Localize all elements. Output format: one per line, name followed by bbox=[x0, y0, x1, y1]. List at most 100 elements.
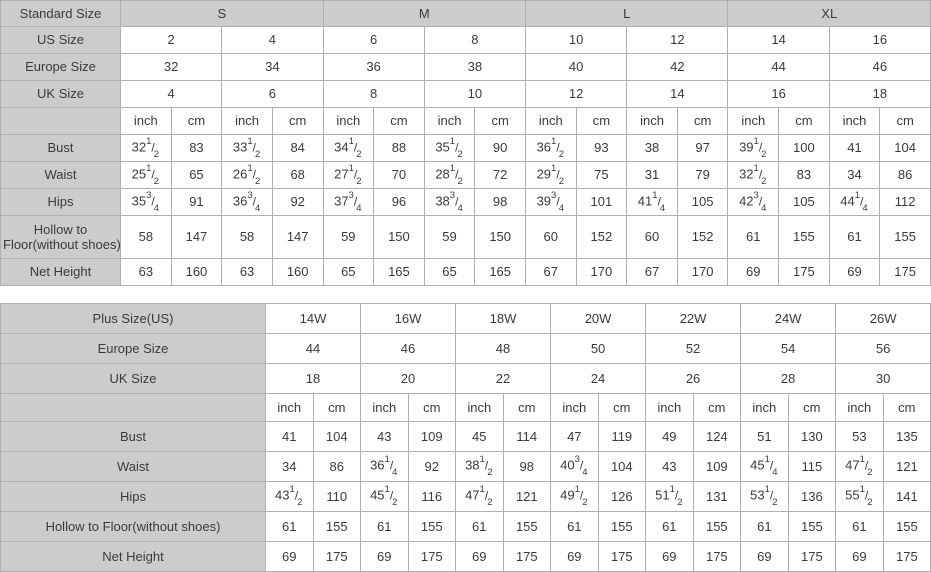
cell-waist-cm-6: 83 bbox=[778, 161, 830, 189]
header-cell-unit-inch: inch bbox=[828, 107, 881, 135]
cell-bust-inch-1: 43 bbox=[360, 421, 409, 452]
cell-hollow-to-floor-without-shoes-cm-6: 155 bbox=[882, 511, 931, 542]
header-cell-unit-inch: inch bbox=[120, 107, 172, 135]
cell-net-height-inch-6: 69 bbox=[835, 541, 884, 572]
cell-hollow-to-floor-without-shoes-cm-1: 155 bbox=[407, 511, 457, 542]
cell-hollow-to-floor-without-shoes-cm-2: 155 bbox=[502, 511, 552, 542]
header-cell-unit-cm: cm bbox=[597, 393, 647, 422]
cell-bust-inch-6: 53 bbox=[835, 421, 884, 452]
cell-hips-cm-0: 91 bbox=[170, 188, 223, 216]
cell-bust-inch-4: 361/2 bbox=[524, 134, 577, 162]
row-label-uk-size: UK Size bbox=[0, 363, 266, 394]
cell-us-10: 10 bbox=[524, 26, 628, 54]
row-label-net-height: Net Height bbox=[0, 258, 122, 286]
cell-hips-inch-4: 393/4 bbox=[524, 188, 577, 216]
cell-hollow-to-floor-without-shoes-cm-2: 150 bbox=[373, 215, 425, 259]
table-row-uk-size: UK Size 18 20 22 24 26 28 30 bbox=[0, 363, 931, 394]
header-cell-unit-inch: inch bbox=[550, 393, 599, 422]
cell-waist-cm-7: 86 bbox=[879, 161, 931, 189]
cell-hips-cm-2: 121 bbox=[502, 481, 552, 512]
cell-net-height-inch-2: 65 bbox=[322, 258, 375, 286]
cell-bust-cm-1: 84 bbox=[271, 134, 324, 162]
cell-net-height-cm-6: 175 bbox=[778, 258, 830, 286]
cell-hollow-to-floor-without-shoes-inch-1: 58 bbox=[221, 215, 273, 259]
cell-hollow-to-floor-without-shoes-inch-5: 60 bbox=[626, 215, 678, 259]
cell-waist-cm-1: 68 bbox=[271, 161, 324, 189]
table-row-us-size: US Size 2 4 6 8 10 12 14 16 bbox=[0, 26, 931, 54]
cell-hollow-to-floor-without-shoes-inch-4: 60 bbox=[524, 215, 577, 259]
header-cell-unit-cm: cm bbox=[692, 393, 742, 422]
cell-net-height-cm-5: 175 bbox=[787, 541, 837, 572]
cell-net-height-inch-6: 69 bbox=[727, 258, 780, 286]
cell-bust-cm-4: 93 bbox=[575, 134, 628, 162]
cell-bust-inch-7: 41 bbox=[828, 134, 881, 162]
cell-waist-cm-3: 72 bbox=[474, 161, 526, 189]
row-label-hips: Hips bbox=[0, 188, 122, 216]
row-label-waist: Waist bbox=[0, 161, 122, 189]
header-cell-unit-inch: inch bbox=[221, 107, 273, 135]
cell-europe-50: 50 bbox=[550, 333, 647, 364]
cell-bust-cm-1: 109 bbox=[407, 421, 457, 452]
cell-bust-inch-1: 331/2 bbox=[221, 134, 273, 162]
cell-waist-cm-1: 92 bbox=[407, 451, 457, 482]
table-row-plus-size: Plus Size(US) 14W 16W 18W 20W 22W 24W 26W bbox=[0, 303, 931, 334]
cell-europe-44: 44 bbox=[264, 333, 362, 364]
cell-hips-inch-0: 353/4 bbox=[120, 188, 172, 216]
header-cell-unit-inch: inch bbox=[645, 393, 694, 422]
cell-bust-cm-6: 100 bbox=[778, 134, 830, 162]
table-row-net-height: Net Height 69 175 69 175 69 175 69 175 69 175 69 175… bbox=[0, 541, 931, 572]
cell-europe-52: 52 bbox=[645, 333, 742, 364]
cell-hollow-to-floor-without-shoes-inch-6: 61 bbox=[835, 511, 884, 542]
cell-hollow-to-floor-without-shoes-inch-1: 61 bbox=[360, 511, 409, 542]
cell-plus-size-24w: 24W bbox=[740, 303, 837, 334]
header-cell-unit-cm: cm bbox=[373, 107, 425, 135]
cell-europe-42: 42 bbox=[626, 53, 729, 81]
cell-plus-size-18w: 18W bbox=[455, 303, 552, 334]
cell-hips-cm-1: 92 bbox=[271, 188, 324, 216]
cell-waist-inch-5: 31 bbox=[626, 161, 678, 189]
cell-hollow-to-floor-without-shoes-cm-3: 155 bbox=[597, 511, 647, 542]
row-label-blank bbox=[0, 107, 122, 135]
cell-hips-cm-6: 141 bbox=[882, 481, 931, 512]
header-cell-unit-inch: inch bbox=[835, 393, 884, 422]
row-label-hollow-to-floor-without-shoes: Hollow to Floor(without shoes) bbox=[0, 511, 266, 542]
cell-hollow-to-floor-without-shoes-cm-1: 147 bbox=[271, 215, 324, 259]
cell-hips-inch-5: 531/2 bbox=[740, 481, 789, 512]
cell-waist-cm-0: 65 bbox=[170, 161, 223, 189]
cell-hips-cm-5: 136 bbox=[787, 481, 837, 512]
cell-net-height-inch-5: 69 bbox=[740, 541, 789, 572]
cell-hollow-to-floor-without-shoes-cm-5: 152 bbox=[676, 215, 729, 259]
cell-bust-cm-5: 97 bbox=[676, 134, 729, 162]
cell-uk-4: 4 bbox=[120, 80, 223, 108]
table-row-units: inch cm inch cm inch cm inch cm inch cm inch cm inch… bbox=[0, 107, 931, 135]
cell-hollow-to-floor-without-shoes-cm-7: 155 bbox=[879, 215, 931, 259]
cell-bust-inch-5: 38 bbox=[626, 134, 678, 162]
cell-hips-cm-3: 98 bbox=[474, 188, 526, 216]
cell-bust-inch-5: 51 bbox=[740, 421, 789, 452]
cell-waist-inch-6: 321/2 bbox=[727, 161, 780, 189]
cell-hollow-to-floor-without-shoes-inch-2: 61 bbox=[455, 511, 504, 542]
cell-bust-inch-6: 391/2 bbox=[727, 134, 780, 162]
cell-waist-inch-6: 471/2 bbox=[835, 451, 884, 482]
cell-hips-inch-1: 363/4 bbox=[221, 188, 273, 216]
cell-plus-size-22w: 22W bbox=[645, 303, 742, 334]
cell-waist-inch-4: 43 bbox=[645, 451, 694, 482]
header-cell-group-m: M bbox=[322, 0, 526, 27]
cell-europe-48: 48 bbox=[455, 333, 552, 364]
cell-uk-24: 24 bbox=[550, 363, 647, 394]
header-cell-unit-cm: cm bbox=[312, 393, 362, 422]
header-cell-group-s: S bbox=[120, 0, 324, 27]
cell-net-height-inch-5: 67 bbox=[626, 258, 678, 286]
cell-hips-inch-3: 491/2 bbox=[550, 481, 599, 512]
table-row-bust: Bust 41 104 43 109 45 114 47 119 49 124 51 130 53 135 bbox=[0, 421, 931, 452]
cell-waist-inch-0: 251/2 bbox=[120, 161, 172, 189]
cell-hips-cm-7: 112 bbox=[879, 188, 931, 216]
header-cell-unit-inch: inch bbox=[740, 393, 789, 422]
table-row-waist: Waist 251/2 65 261/2 68 271/2 70 281/2 72 291/2 75… bbox=[0, 161, 931, 189]
cell-europe-38: 38 bbox=[423, 53, 526, 81]
header-cell-unit-cm: cm bbox=[407, 393, 457, 422]
cell-europe-40: 40 bbox=[524, 53, 628, 81]
header-cell-unit-inch: inch bbox=[423, 107, 476, 135]
table-row-net-height: Net Height 63 160 63 160 65 165 65 165 67 170 67 170… bbox=[0, 258, 931, 286]
cell-plus-size-26w: 26W bbox=[835, 303, 931, 334]
